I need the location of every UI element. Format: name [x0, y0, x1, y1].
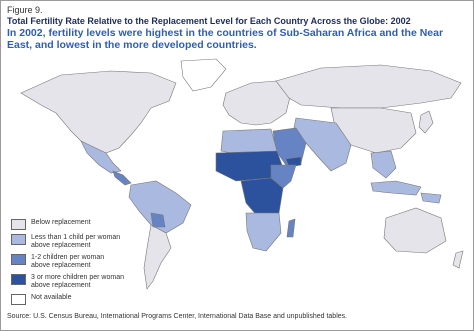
source: Source: U.S. Census Bureau, Internationa… [7, 313, 348, 320]
legend-item: Not available [11, 294, 129, 305]
legend-label-line: 1-2 children per woman [31, 254, 105, 261]
figure-number: Figure 9. [7, 5, 43, 15]
legend-label: Not available [31, 294, 71, 302]
southern-africa [245, 212, 282, 252]
title: Total Fertility Rate Relative to the Rep… [7, 16, 411, 26]
legend-label: 1-2 children per woman above replacement [31, 254, 104, 270]
legend-label-line: above replacement [31, 262, 91, 269]
legend-item: 1-2 children per woman above replacement [11, 254, 129, 270]
legend-item: Below replacement [11, 219, 129, 230]
world-map [20, 58, 464, 290]
legend: Below replacement Less than 1 child per w… [11, 219, 129, 309]
legend-label-line: Less than 1 child per woman [31, 234, 121, 241]
legend-label-line: 3 or more children per woman [31, 274, 124, 281]
legend-label: 3 or more children per woman above replac… [31, 274, 124, 290]
australia [383, 207, 447, 254]
legend-item: Less than 1 child per woman above replace… [11, 234, 129, 250]
subtitle: In 2002, fertility levels were highest i… [7, 27, 444, 51]
greenland [180, 58, 227, 92]
legend-label-line: Below replacement [31, 219, 91, 226]
indonesia [370, 180, 422, 196]
bolivia [150, 212, 166, 228]
legend-item: 3 or more children per woman above replac… [11, 274, 129, 290]
southeast-asia [370, 150, 397, 179]
legend-swatch [11, 294, 26, 305]
yemen [285, 156, 302, 168]
japan [418, 110, 434, 134]
legend-swatch [11, 219, 26, 230]
legend-swatch [11, 274, 26, 285]
legend-label-line: above replacement [31, 242, 91, 249]
europe [222, 80, 292, 126]
madagascar [286, 218, 296, 238]
north-america [20, 70, 177, 154]
legend-swatch [11, 234, 26, 245]
east-africa [270, 164, 297, 189]
south-america-north [128, 180, 192, 234]
legend-label: Less than 1 child per woman above replace… [31, 234, 120, 250]
legend-label-line: Not available [31, 294, 72, 301]
new-zealand [452, 250, 464, 269]
legend-swatch [11, 254, 26, 265]
papua [420, 192, 442, 204]
legend-label: Below replacement [31, 219, 91, 227]
south-america-south [143, 224, 172, 290]
central-africa [240, 177, 284, 219]
russia [275, 64, 462, 109]
legend-label-line: above replacement [31, 282, 91, 289]
central-america [112, 170, 132, 186]
